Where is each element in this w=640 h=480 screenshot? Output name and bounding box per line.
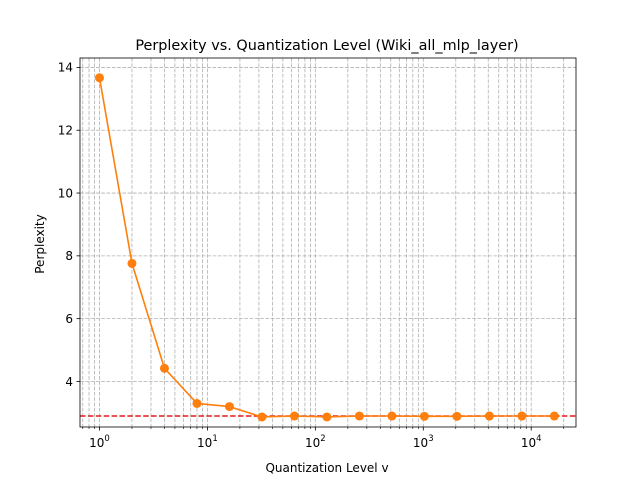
- y-tick-label: 12: [58, 124, 73, 138]
- x-tick-label: 100: [89, 434, 110, 450]
- y-tick-label: 6: [65, 312, 73, 326]
- data-point: [549, 411, 559, 421]
- y-axis-label: Perplexity: [33, 214, 47, 274]
- data-point: [387, 411, 397, 421]
- y-tick-label: 14: [58, 61, 73, 75]
- data-point: [257, 412, 267, 422]
- data-point: [484, 411, 494, 421]
- x-tick-label: 102: [305, 434, 326, 450]
- data-point: [452, 411, 462, 421]
- ticks: 100 101 102 103 104 4 6 8 10 12 14: [58, 61, 565, 450]
- x-tick-label: 103: [413, 434, 434, 450]
- data-point: [354, 411, 364, 421]
- data-point: [224, 402, 234, 412]
- data-point: [159, 363, 169, 373]
- data-point: [192, 398, 202, 408]
- x-axis-label: Quantization Level v: [265, 461, 388, 475]
- data-point: [517, 411, 527, 421]
- data-point: [419, 411, 429, 421]
- y-tick-label: 8: [65, 249, 73, 263]
- plot-frame: [79, 57, 577, 428]
- data-point: [127, 258, 137, 268]
- chart-title: Perplexity vs. Quantization Level (Wiki_…: [135, 38, 518, 54]
- series-layer: [94, 73, 559, 422]
- data-point: [322, 412, 332, 422]
- data-point: [94, 73, 104, 83]
- y-tick-label: 10: [58, 186, 73, 200]
- x-tick-label: 104: [521, 434, 542, 450]
- y-tick-label: 4: [65, 375, 73, 389]
- x-tick-label: 101: [197, 434, 218, 450]
- data-point: [289, 411, 299, 421]
- grid: [80, 58, 576, 427]
